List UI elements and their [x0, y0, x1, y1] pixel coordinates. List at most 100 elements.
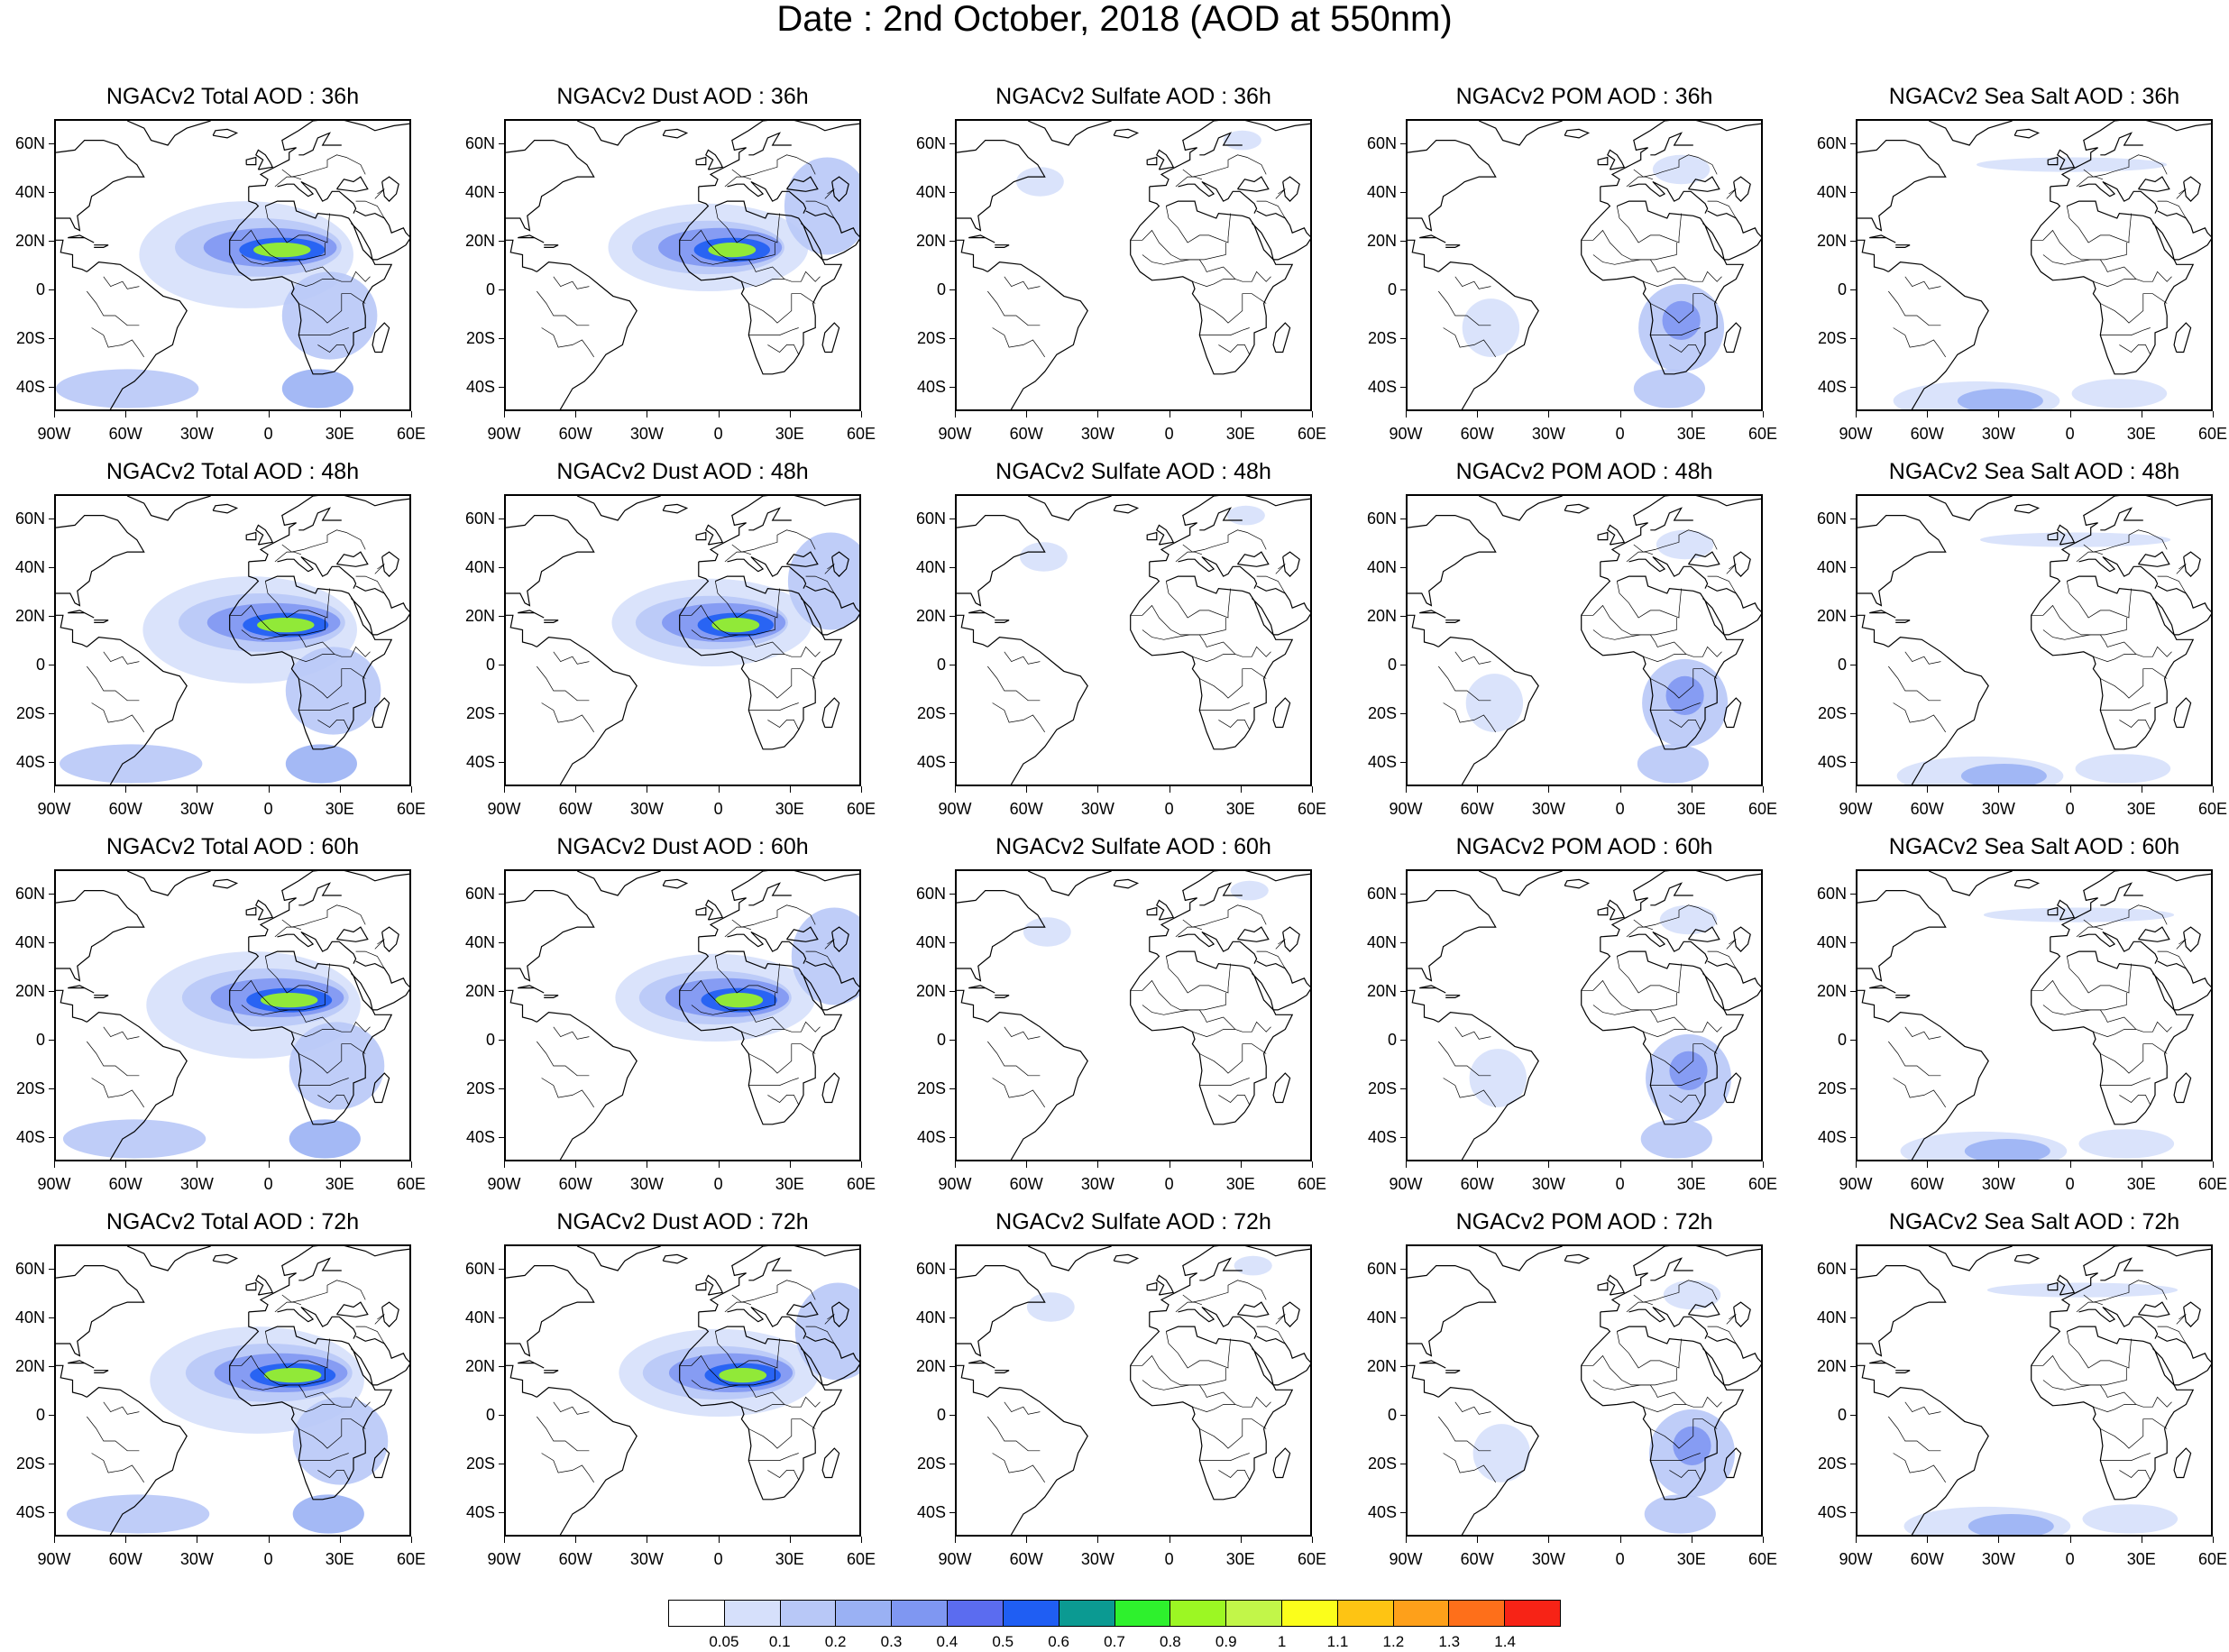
coastline	[968, 985, 995, 994]
lat-tick	[49, 338, 54, 339]
lat-tick	[49, 1317, 54, 1318]
coastline	[2100, 1257, 2143, 1281]
lon-tick	[718, 1161, 720, 1168]
coastline	[2013, 128, 2041, 139]
country-border	[2119, 1095, 2151, 1106]
coastline	[705, 524, 724, 546]
country-border	[1182, 529, 1267, 553]
aod-field	[1669, 1051, 1708, 1090]
lat-tick	[1850, 1040, 1856, 1041]
coastline	[1478, 496, 1563, 521]
lon-label: 90W	[487, 425, 521, 443]
country-border	[317, 344, 350, 355]
coastline	[1869, 610, 1896, 619]
country-border	[748, 668, 816, 699]
lat-tick	[499, 338, 504, 339]
coastline	[748, 132, 792, 156]
lat-label: 20N	[915, 232, 946, 250]
country-border	[537, 665, 590, 702]
country-border	[824, 188, 835, 199]
country-border	[229, 604, 371, 657]
lat-tick	[499, 1512, 504, 1513]
colorbar-swatch	[1170, 1601, 1227, 1626]
map-panel	[504, 1244, 861, 1537]
lon-tick	[1927, 411, 1929, 418]
panel-title: NGACv2 Sea Salt AOD : 36h	[1888, 84, 2180, 109]
lat-tick	[1400, 616, 1406, 617]
country-border	[987, 1041, 1041, 1077]
country-border	[541, 1078, 594, 1108]
country-border	[1438, 665, 1491, 702]
lon-tick	[1026, 411, 1028, 418]
lon-label: 0	[2065, 1550, 2075, 1568]
coastline	[1607, 149, 1626, 170]
country-border	[1581, 1354, 1722, 1408]
lat-tick	[49, 1040, 54, 1041]
coastline	[800, 1335, 859, 1386]
coastline	[831, 1301, 849, 1327]
lat-label: 40S	[15, 1503, 45, 1521]
map-panel	[1856, 494, 2213, 786]
coastline	[1858, 614, 1889, 647]
lon-tick	[411, 1537, 412, 1543]
country-border	[1669, 344, 1702, 355]
country-border	[748, 1043, 816, 1074]
lon-tick	[575, 411, 577, 418]
country-border	[1192, 1029, 1235, 1037]
lon-tick	[1240, 1537, 1242, 1543]
coastline	[1272, 1072, 1291, 1104]
country-border	[679, 604, 821, 657]
lat-label: 20N	[1816, 1357, 1847, 1375]
coastline	[1564, 128, 1591, 139]
lat-label: 40N	[14, 1308, 45, 1326]
country-border	[724, 1301, 752, 1313]
country-border	[2100, 1453, 2151, 1461]
coastline	[1478, 121, 1563, 146]
lat-tick	[949, 894, 955, 895]
country-border	[291, 1404, 335, 1412]
coastline	[1723, 1072, 1742, 1104]
lon-tick	[861, 786, 862, 793]
coastline	[695, 156, 707, 166]
coastline	[1282, 926, 1300, 952]
coastline	[679, 561, 843, 750]
country-border	[374, 188, 385, 199]
lat-label: 60N	[1816, 509, 1847, 528]
colorbar-swatch	[724, 1601, 781, 1626]
coastline	[536, 1386, 638, 1535]
coastline	[248, 121, 409, 188]
country-border	[987, 1416, 1041, 1452]
coastline	[2013, 503, 2041, 514]
coastline	[2078, 180, 2159, 214]
coastline	[2173, 1072, 2192, 1104]
coastline	[1251, 210, 1310, 261]
colorbar-label: 0.3	[880, 1633, 903, 1650]
coastline	[727, 180, 807, 214]
country-border	[2083, 529, 2168, 553]
lat-tick	[49, 1137, 54, 1138]
lon-label: 0	[1615, 1550, 1625, 1568]
country-border	[1199, 668, 1267, 699]
coastline	[2151, 210, 2211, 261]
lon-label: 0	[2065, 425, 2075, 443]
lat-label: 40S	[1367, 1503, 1397, 1521]
coastline	[2183, 926, 2201, 952]
lon-label: 90W	[938, 800, 972, 818]
colorbar-label: 0.2	[824, 1633, 847, 1650]
coastline	[748, 882, 792, 906]
lon-tick	[54, 1537, 55, 1543]
map-panel	[1406, 869, 1763, 1161]
coastline	[1437, 1011, 1539, 1160]
aod-field	[281, 271, 378, 360]
coastline	[2078, 1306, 2159, 1339]
country-border	[264, 956, 330, 994]
country-border	[87, 290, 140, 326]
country-border	[1592, 243, 1677, 265]
lat-tick	[1850, 1088, 1856, 1089]
coastline	[698, 1246, 859, 1313]
coastline	[1702, 1335, 1761, 1386]
lat-tick	[49, 143, 54, 144]
coastline	[786, 1301, 819, 1317]
lat-label: 20S	[15, 1079, 45, 1097]
colorbar-swatch	[1003, 1601, 1059, 1626]
